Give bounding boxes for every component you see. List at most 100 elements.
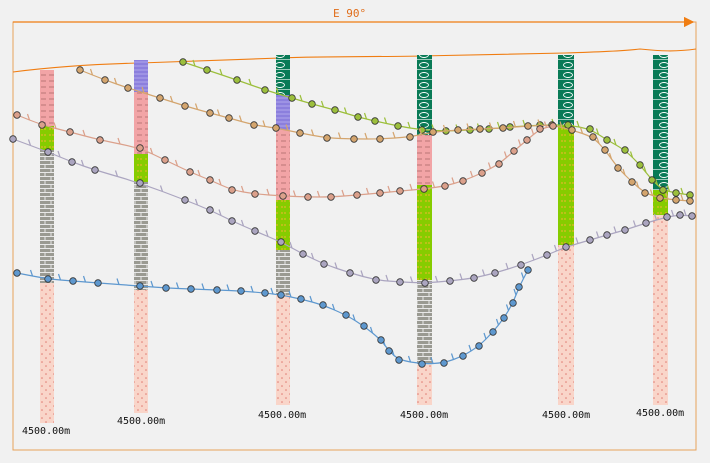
horizon-salmon-point[interactable] xyxy=(279,192,287,200)
horizon-olive-point[interactable] xyxy=(659,186,667,194)
horizon-salmon-point[interactable] xyxy=(96,136,104,144)
horizon-olive-point[interactable] xyxy=(233,76,241,84)
horizon-salmon-point[interactable] xyxy=(186,168,194,176)
horizon-salmon-point[interactable] xyxy=(251,190,259,198)
horizon-blue-point[interactable] xyxy=(13,269,21,277)
horizon-tan-point[interactable] xyxy=(499,124,507,132)
horizon-olive-point[interactable] xyxy=(331,106,339,114)
horizon-salmon-point[interactable] xyxy=(523,136,531,144)
horizon-lavender-point[interactable] xyxy=(136,179,144,187)
horizon-blue-point[interactable] xyxy=(319,301,327,309)
horizon-tan-point[interactable] xyxy=(76,66,84,74)
horizon-salmon-point[interactable] xyxy=(304,193,312,201)
horizon-tan-point[interactable] xyxy=(323,134,331,142)
horizon-blue-point[interactable] xyxy=(69,277,77,285)
horizon-lavender-point[interactable] xyxy=(421,279,429,287)
horizon-lavender-point[interactable] xyxy=(603,231,611,239)
horizon-salmon-point[interactable] xyxy=(376,189,384,197)
horizon-salmon-point[interactable] xyxy=(536,125,544,133)
horizon-blue-point[interactable] xyxy=(459,352,467,360)
well-column-4[interactable] xyxy=(417,55,432,405)
horizon-lavender-point[interactable] xyxy=(44,148,52,156)
horizon-tan-point[interactable] xyxy=(406,133,414,141)
horizon-lavender-point[interactable] xyxy=(562,243,570,251)
horizon-lavender-point[interactable] xyxy=(91,166,99,174)
horizon-blue-point[interactable] xyxy=(136,282,144,290)
horizon-tan-point[interactable] xyxy=(250,121,258,129)
horizon-olive-point[interactable] xyxy=(394,122,402,130)
horizon-olive-point[interactable] xyxy=(288,94,296,102)
horizon-salmon-point[interactable] xyxy=(441,182,449,190)
horizon-tan-point[interactable] xyxy=(296,129,304,137)
horizon-tan-point[interactable] xyxy=(672,196,680,204)
horizon-blue-point[interactable] xyxy=(475,342,483,350)
horizon-salmon-point[interactable] xyxy=(353,191,361,199)
horizon-olive-point[interactable] xyxy=(603,136,611,144)
horizon-blue-point[interactable] xyxy=(377,336,385,344)
horizon-tan-point[interactable] xyxy=(350,135,358,143)
horizon-tan-point[interactable] xyxy=(476,125,484,133)
horizon-lavender-point[interactable] xyxy=(446,277,454,285)
horizon-blue-point[interactable] xyxy=(440,359,448,367)
horizon-blue-point[interactable] xyxy=(297,295,305,303)
horizon-olive-point[interactable] xyxy=(261,86,269,94)
horizon-salmon-point[interactable] xyxy=(161,156,169,164)
well-column-1[interactable] xyxy=(40,70,54,423)
horizon-tan-point[interactable] xyxy=(376,135,384,143)
horizon-blue-point[interactable] xyxy=(418,360,426,368)
horizon-blue-point[interactable] xyxy=(395,356,403,364)
horizon-salmon-point[interactable] xyxy=(510,147,518,155)
horizon-tan-point[interactable] xyxy=(225,114,233,122)
horizon-salmon-point[interactable] xyxy=(396,187,404,195)
horizon-tan-point[interactable] xyxy=(656,194,664,202)
horizon-lavender-point[interactable] xyxy=(470,274,478,282)
horizon-tan-point[interactable] xyxy=(429,128,437,136)
horizon-olive-point[interactable] xyxy=(672,189,680,197)
horizon-olive-point[interactable] xyxy=(648,176,656,184)
horizon-lavender-point[interactable] xyxy=(181,196,189,204)
horizon-tan-point[interactable] xyxy=(101,76,109,84)
horizon-tan-point[interactable] xyxy=(524,122,532,130)
horizon-lavender-point[interactable] xyxy=(517,261,525,269)
horizon-salmon-point[interactable] xyxy=(549,122,557,130)
horizon-blue-point[interactable] xyxy=(261,289,269,297)
horizon-tan-point[interactable] xyxy=(181,102,189,110)
horizon-lavender-point[interactable] xyxy=(228,217,236,225)
horizon-blue-point[interactable] xyxy=(342,311,350,319)
horizon-blue-point[interactable] xyxy=(360,322,368,330)
horizon-salmon-point[interactable] xyxy=(420,185,428,193)
horizon-tan-point[interactable] xyxy=(641,189,649,197)
horizon-lavender-point[interactable] xyxy=(346,269,354,277)
horizon-blue-point[interactable] xyxy=(385,347,393,355)
horizon-blue-point[interactable] xyxy=(213,286,221,294)
horizon-blue-point[interactable] xyxy=(500,314,508,322)
horizon-olive-point[interactable] xyxy=(586,125,594,133)
horizon-tan-point[interactable] xyxy=(454,126,462,134)
horizon-blue-point[interactable] xyxy=(44,275,52,283)
horizon-olive-point[interactable] xyxy=(621,146,629,154)
horizon-salmon-point[interactable] xyxy=(228,186,236,194)
well-column-3[interactable] xyxy=(276,55,290,405)
horizon-lavender-point[interactable] xyxy=(491,269,499,277)
horizon-tan-point[interactable] xyxy=(568,126,576,134)
horizon-blue-point[interactable] xyxy=(237,287,245,295)
horizon-tan-point[interactable] xyxy=(124,84,132,92)
horizon-lavender-point[interactable] xyxy=(9,135,17,143)
horizon-salmon-point[interactable] xyxy=(136,144,144,152)
horizon-salmon-point[interactable] xyxy=(66,128,74,136)
horizon-blue-point[interactable] xyxy=(515,283,523,291)
horizon-olive-point[interactable] xyxy=(308,100,316,108)
horizon-tan-point[interactable] xyxy=(272,124,280,132)
horizon-lavender-point[interactable] xyxy=(642,219,650,227)
horizon-tan-point[interactable] xyxy=(601,146,609,154)
horizon-lavender-point[interactable] xyxy=(663,213,671,221)
horizon-tan-point[interactable] xyxy=(206,109,214,117)
horizon-blue-point[interactable] xyxy=(277,291,285,299)
horizon-lavender-point[interactable] xyxy=(372,276,380,284)
horizon-olive-point[interactable] xyxy=(564,121,572,129)
horizon-tan-point[interactable] xyxy=(628,178,636,186)
horizon-lavender-point[interactable] xyxy=(206,206,214,214)
horizon-olive-point[interactable] xyxy=(203,66,211,74)
horizon-olive-point[interactable] xyxy=(179,58,187,66)
well-column-5[interactable] xyxy=(558,55,574,405)
